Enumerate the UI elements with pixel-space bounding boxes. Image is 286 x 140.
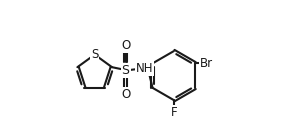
Text: S: S [91, 48, 98, 61]
Text: O: O [121, 88, 130, 101]
Text: Br: Br [200, 57, 213, 70]
Text: O: O [121, 39, 130, 52]
Text: NH: NH [136, 62, 153, 75]
Text: S: S [122, 64, 130, 76]
Text: F: F [170, 106, 177, 119]
